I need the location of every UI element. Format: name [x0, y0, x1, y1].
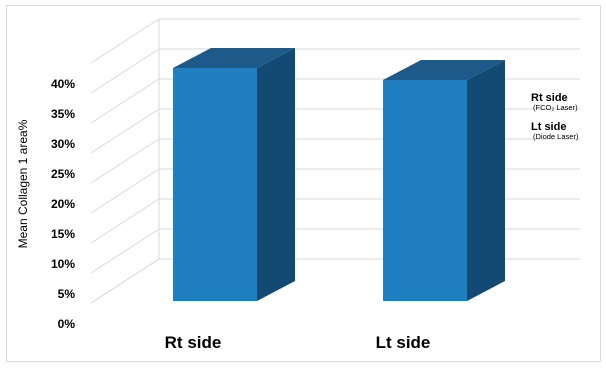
- bar-top: [383, 60, 505, 80]
- gridline-diagonal: [90, 108, 160, 154]
- y-tick-label: 10%: [51, 257, 75, 271]
- category-label: Rt side: [165, 333, 222, 352]
- y-axis-title: Mean Collagen 1 area%: [16, 119, 30, 248]
- bar-chart: 0% 5% 10% 15% 20% 25% 30% 35% 40% Rt side Lt side…: [16, 18, 580, 352]
- bar-1: [173, 48, 295, 301]
- gridline-diagonal: [90, 138, 160, 184]
- y-tick-label: 35%: [51, 107, 75, 121]
- y-tick-labels: 0% 5% 10% 15% 20% 25% 30% 35% 40%: [51, 77, 75, 331]
- annotation-2-title: Lt side: [531, 121, 566, 133]
- gridline-diagonal: [90, 258, 160, 304]
- y-tick-label: 25%: [51, 167, 75, 181]
- bars: [173, 48, 505, 301]
- y-tick-label: 20%: [51, 197, 75, 211]
- y-tick-label: 30%: [51, 137, 75, 151]
- gridline-diagonal: [90, 168, 160, 214]
- y-tick-label: 0%: [58, 317, 76, 331]
- gridline-diagonal: [90, 78, 160, 124]
- bar-side: [467, 60, 505, 301]
- bar-2: [383, 60, 505, 301]
- bar-side: [257, 48, 295, 301]
- y-tick-label: 40%: [51, 77, 75, 91]
- y-tick-label: 5%: [58, 287, 76, 301]
- chart-frame: 0% 5% 10% 15% 20% 25% 30% 35% 40% Rt side Lt side…: [6, 5, 601, 362]
- bar-front: [173, 68, 257, 301]
- gridline-diagonal: [90, 18, 160, 64]
- gridline-diagonal: [90, 228, 160, 274]
- annotation-1-subtitle: (FCO₂ Laser): [533, 103, 578, 112]
- gridline-diagonal: [90, 198, 160, 244]
- bar-front: [383, 80, 467, 301]
- y-tick-label: 15%: [51, 227, 75, 241]
- bar-top: [173, 48, 295, 68]
- legend-annotation: Rt side (FCO₂ Laser) Lt side (Diode Lase…: [531, 92, 579, 141]
- annotation-2-subtitle: (Diode Laser): [533, 132, 579, 141]
- annotation-1-title: Rt side: [531, 92, 568, 104]
- category-label: Lt side: [376, 333, 431, 352]
- gridline-diagonal: [90, 48, 160, 94]
- category-labels: Rt side Lt side: [165, 333, 431, 352]
- gridlines: [90, 18, 580, 304]
